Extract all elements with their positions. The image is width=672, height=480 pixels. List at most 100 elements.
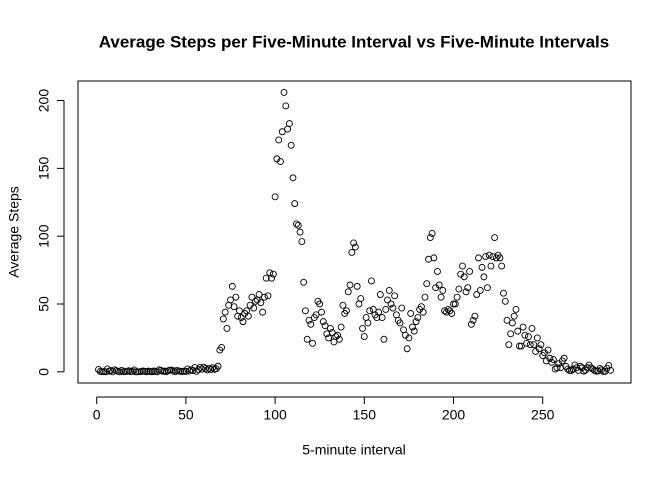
point [235,307,243,315]
point [301,307,309,315]
point [405,334,413,342]
point [153,368,161,376]
point [277,158,284,166]
point [346,281,354,289]
point [198,365,206,373]
point [462,288,470,296]
point [366,307,374,315]
point [191,364,199,372]
point [407,310,415,317]
point [507,330,515,338]
point [482,253,490,260]
point [280,88,288,96]
point [382,305,390,313]
point [103,365,111,373]
point [109,368,117,376]
point [505,341,513,349]
point [512,305,520,313]
point [328,329,336,336]
y-tick-label: 50 [36,296,52,312]
point [116,368,124,376]
point [560,354,568,362]
point [228,282,236,290]
point [239,318,247,326]
point [491,234,499,241]
point [285,120,293,128]
point [353,282,361,290]
point [607,366,614,374]
point [275,136,283,144]
point [351,243,359,251]
point [289,174,297,182]
point [294,221,302,229]
point [287,141,295,149]
point [312,311,320,319]
chart-title: Average Steps per Five-Minute Interval v… [99,32,609,51]
point [218,343,226,351]
point [464,284,472,292]
point [305,316,313,324]
point [348,249,356,256]
point [326,324,334,332]
point [519,323,527,331]
point [107,367,115,375]
point [430,254,438,262]
y-tick-label: 0 [36,368,52,376]
point [480,273,488,281]
point [391,292,399,300]
point [259,308,267,316]
point [337,323,345,331]
point [460,273,468,281]
point [500,289,507,297]
x-tick-label: 100 [263,407,287,423]
point [567,367,575,375]
point [293,220,300,228]
point [202,365,209,373]
point [387,300,395,308]
point [227,296,234,304]
point [298,238,306,246]
y-tick-label: 100 [36,224,52,248]
point [309,339,317,347]
point [357,295,365,303]
point [412,318,420,326]
point [343,307,350,315]
point [544,346,552,354]
point [503,316,511,324]
point [334,331,342,339]
point [508,319,516,327]
point [118,366,126,374]
point [435,281,443,289]
point [316,300,324,308]
point [483,284,491,292]
point [421,293,429,301]
point [360,333,368,340]
point [576,362,584,370]
x-tick-label: 250 [531,407,555,423]
point [448,310,456,317]
point [339,301,347,309]
point [380,335,388,343]
point [264,292,272,300]
point [530,341,538,349]
point [291,200,299,208]
x-tick-label: 200 [442,407,466,423]
y-tick-label: 200 [36,89,52,113]
point [434,267,441,275]
x-tick-label: 150 [353,407,377,423]
point [487,262,495,270]
point [271,193,279,201]
point [578,364,586,372]
point [423,280,431,288]
point [219,315,227,323]
point [398,304,406,312]
point [303,335,311,343]
point [221,308,229,316]
point [524,333,532,340]
point [414,314,422,322]
point [409,323,416,331]
point [196,364,204,371]
point [498,262,506,270]
